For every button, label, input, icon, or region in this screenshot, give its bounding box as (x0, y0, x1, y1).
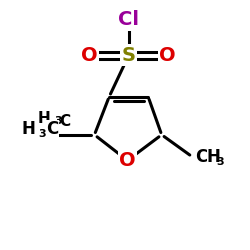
Text: 3: 3 (38, 128, 46, 138)
Text: 3: 3 (216, 157, 224, 167)
Text: C: C (60, 114, 70, 130)
Text: C: C (195, 148, 207, 166)
Text: O: O (160, 46, 176, 65)
Text: H: H (38, 111, 50, 126)
Text: C: C (46, 120, 58, 138)
Text: S: S (122, 46, 136, 65)
Text: H: H (22, 120, 36, 138)
Text: H: H (207, 148, 221, 166)
Text: Cl: Cl (118, 10, 139, 29)
Text: 3: 3 (54, 116, 62, 126)
Text: O: O (119, 151, 136, 170)
Text: O: O (81, 46, 98, 65)
